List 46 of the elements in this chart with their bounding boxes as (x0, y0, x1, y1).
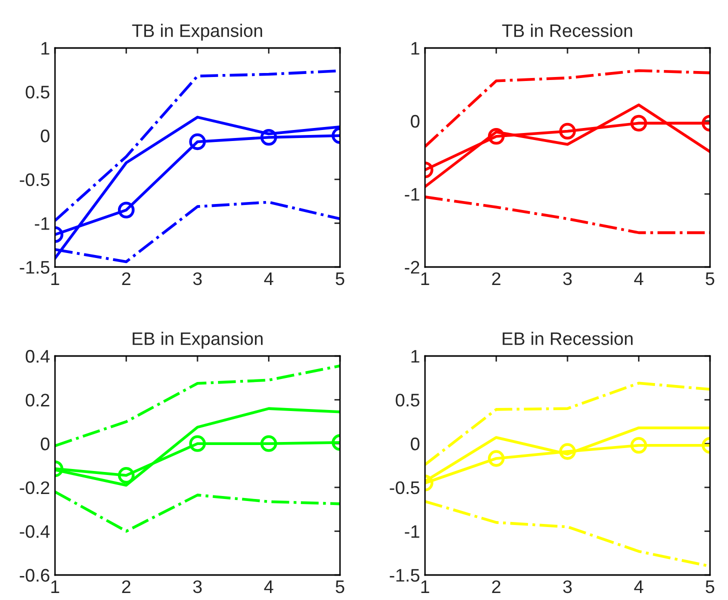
x-tick-label: 4 (634, 272, 644, 285)
y-tick-label: -0.2 (20, 481, 50, 494)
x-tick-label: 2 (492, 580, 500, 593)
y-tick-label: 1 (41, 42, 50, 55)
x-tick-label: 2 (122, 580, 130, 593)
x-tick-label: 4 (264, 272, 274, 285)
y-tick-label: -1.5 (20, 261, 50, 274)
y-tick-label: -0.4 (20, 525, 50, 538)
x-tick-label: 2 (492, 272, 500, 285)
chart-title: EB in Recession (502, 332, 633, 346)
y-tick-label: 0 (40, 130, 50, 142)
chart-title: TB in Recession (502, 24, 632, 38)
chart-title: EB in Expansion (132, 332, 263, 349)
y-tick-label: -0.5 (20, 173, 50, 186)
x-tick-label: 5 (336, 272, 344, 286)
x-tick-label: 2 (122, 272, 130, 285)
y-tick-label: 0 (410, 438, 420, 450)
x-tick-label: 5 (336, 580, 344, 594)
y-tick-label: 0 (40, 438, 50, 450)
y-tick-label: 1 (411, 42, 420, 55)
x-tick-label: 5 (706, 580, 714, 594)
y-tick-label: -1 (404, 525, 420, 538)
y-tick-label: 0.5 (396, 394, 420, 407)
y-tick-label: 0.4 (26, 350, 50, 363)
x-tick-label: 3 (563, 272, 572, 286)
x-tick-label: 1 (421, 272, 430, 285)
chart-title: TB in Expansion (132, 24, 262, 41)
y-tick-label: 0.5 (26, 86, 50, 99)
x-tick-label: 3 (563, 580, 572, 594)
y-tick-label: 0.2 (26, 394, 50, 407)
y-tick-label: 1 (411, 350, 420, 363)
y-tick-label: -1 (404, 188, 420, 201)
y-tick-label: -0.6 (20, 568, 50, 582)
y-tick-label: -2 (404, 260, 420, 274)
x-tick-label: 3 (193, 580, 202, 594)
y-tick-label: -1 (34, 217, 50, 230)
x-tick-label: 1 (51, 580, 60, 593)
x-tick-label: 1 (51, 272, 60, 285)
y-tick-label: 0 (410, 114, 420, 128)
x-tick-label: 4 (264, 580, 274, 593)
x-tick-label: 1 (421, 580, 430, 593)
y-tick-label: -0.5 (390, 481, 420, 494)
y-tick-label: -1.5 (390, 569, 420, 582)
x-tick-label: 5 (706, 272, 714, 286)
x-tick-label: 3 (193, 272, 202, 286)
x-tick-label: 4 (634, 580, 644, 593)
